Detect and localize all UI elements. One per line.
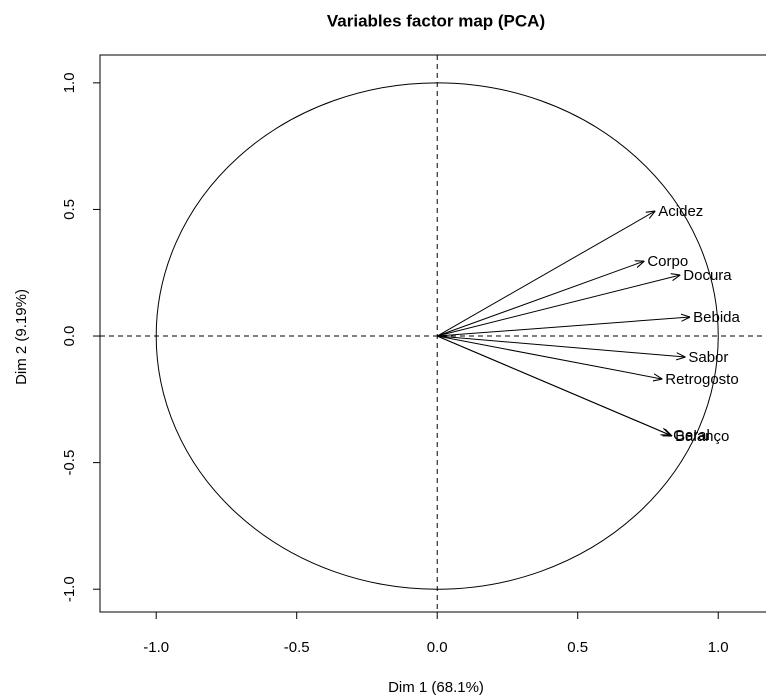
x-tick-label: 0.5	[567, 639, 588, 656]
variable-arrow	[437, 335, 670, 435]
y-tick-label: 0.0	[61, 326, 78, 347]
y-tick-label: 1.0	[61, 72, 78, 93]
variable-label: Sabor	[688, 349, 728, 366]
y-axis-label: Dim 2 (9.19%)	[13, 289, 30, 385]
variable-label: Corpo	[647, 253, 688, 270]
variable-arrow	[437, 335, 685, 357]
variable-label: Retrogosto	[665, 371, 738, 388]
y-tick-label: 0.5	[61, 199, 78, 220]
y-tick-label: -0.5	[61, 450, 78, 476]
variable-label: Acidez	[658, 203, 703, 220]
variable-arrow	[437, 317, 690, 337]
variable-label: Docura	[683, 267, 732, 284]
plot-frame	[99, 54, 766, 613]
x-tick-label: 0.0	[427, 639, 448, 656]
x-tick-label: 1.0	[708, 639, 729, 656]
variable-arrow	[437, 335, 662, 379]
variable-label: Bebida	[693, 309, 740, 326]
x-tick-label: -1.0	[143, 639, 169, 656]
variable-label: Geral	[673, 427, 710, 444]
variable-arrow	[437, 261, 644, 337]
variable-arrow	[437, 275, 680, 337]
chart-title: Variables factor map (PCA)	[327, 11, 545, 30]
variable-arrow	[436, 211, 655, 337]
x-axis-label: Dim 1 (68.1%)	[388, 679, 484, 696]
variable-label: Balanço	[675, 428, 729, 445]
x-tick-label: -0.5	[284, 639, 310, 656]
y-tick-label: -1.0	[61, 576, 78, 602]
